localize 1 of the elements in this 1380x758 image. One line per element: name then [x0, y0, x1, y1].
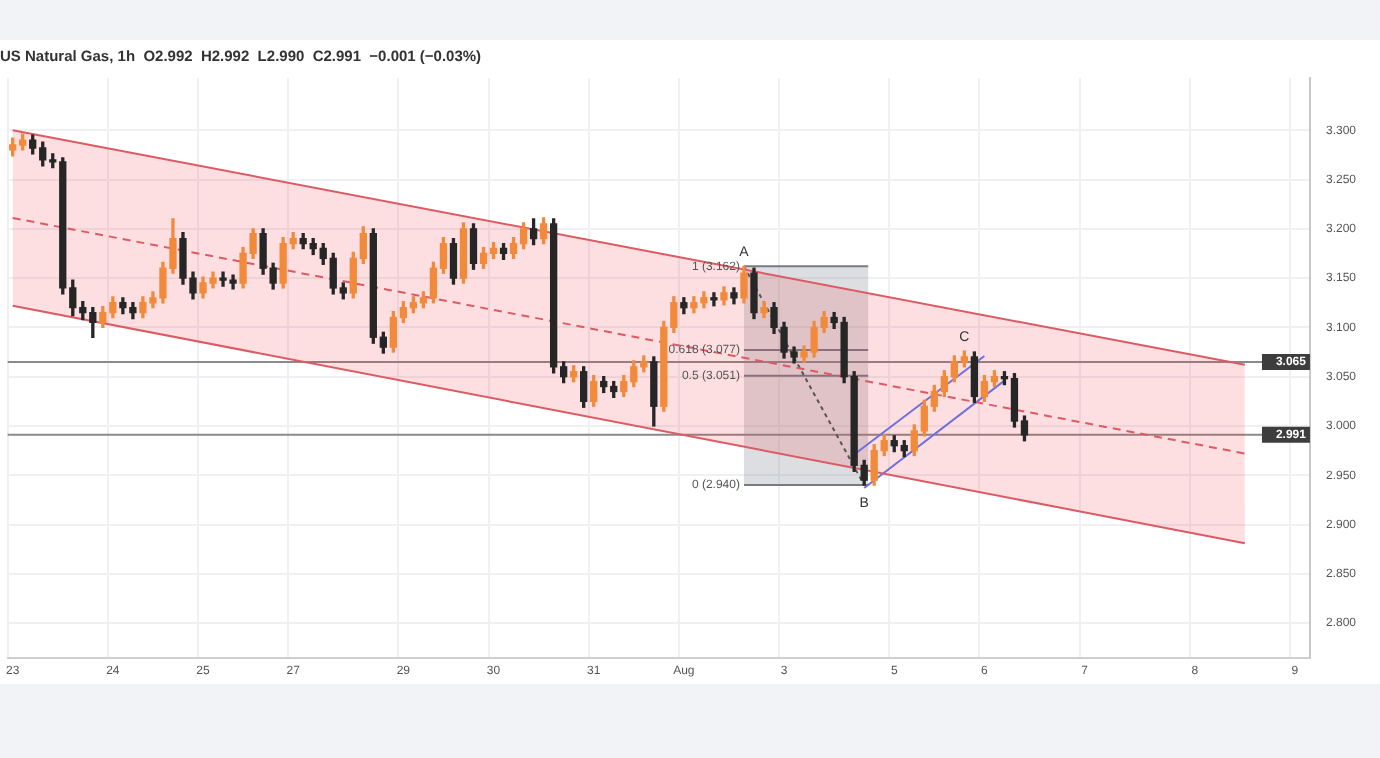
- candlestick: [710, 292, 718, 307]
